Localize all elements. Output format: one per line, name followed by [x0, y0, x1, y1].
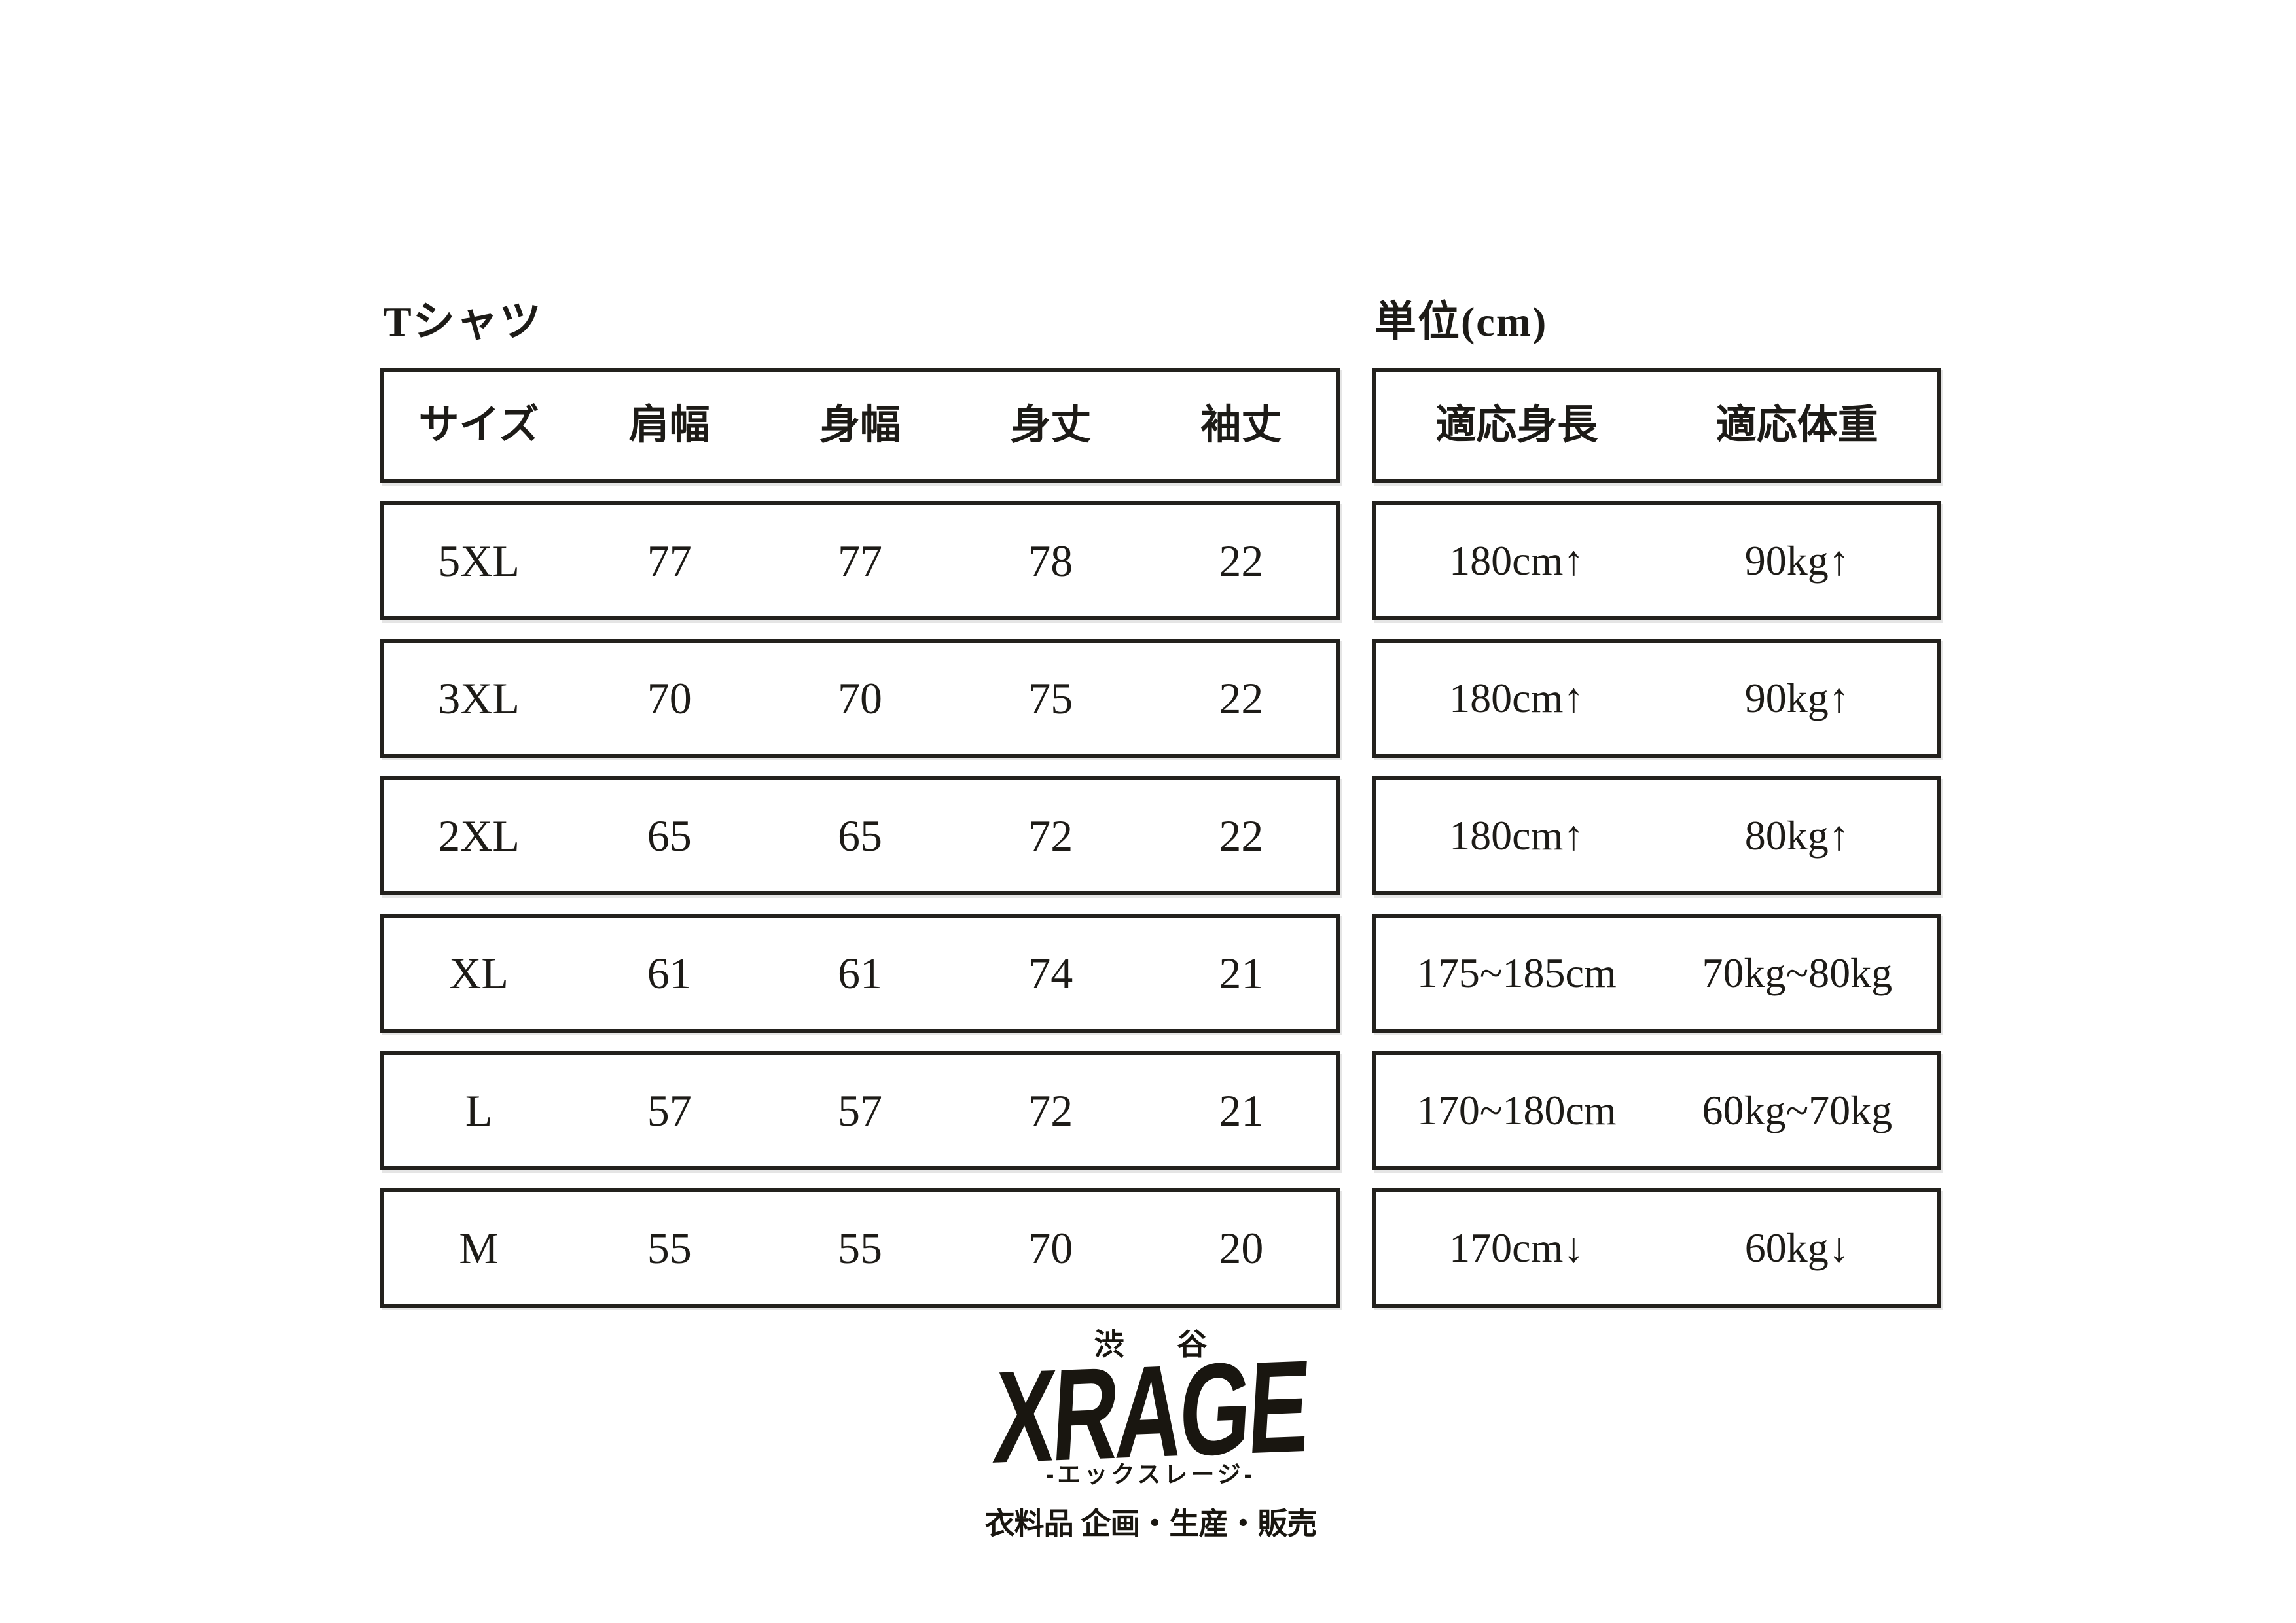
table-row: 3XL 70 70 75 22 — [380, 639, 1340, 758]
size-table-header-row: サイズ 肩幅 身幅 身丈 袖丈 — [380, 368, 1340, 483]
shoulder-value: 65 — [647, 811, 692, 861]
size-value: M — [459, 1223, 499, 1273]
fit-table: 適応身長 適応体重 180cm↑ 90kg↑ 180cm↑ 90kg↑ 180c… — [1372, 368, 1941, 1308]
sleeve-value: 20 — [1219, 1223, 1264, 1273]
width-value: 55 — [837, 1223, 882, 1273]
size-value: 2XL — [438, 811, 520, 861]
logo-location-text: 渋 谷 — [1094, 1327, 1230, 1361]
table-row: 170~180cm 60kg~70kg — [1372, 1051, 1941, 1170]
fit-weight-value: 80kg↑ — [1744, 812, 1850, 859]
size-table-header-width: 身幅 — [819, 403, 901, 448]
sleeve-value: 21 — [1219, 1086, 1264, 1135]
shoulder-value: 55 — [647, 1223, 692, 1273]
logo-katakana-reading: -エックスレージ- — [1046, 1461, 1255, 1488]
length-value: 72 — [1028, 1086, 1073, 1135]
shoulder-value: 61 — [647, 948, 692, 998]
sleeve-value: 22 — [1219, 811, 1264, 861]
width-value: 65 — [837, 811, 882, 861]
fit-weight-value: 60kg~70kg — [1702, 1087, 1893, 1133]
product-title: Tシャツ — [384, 298, 543, 345]
sleeve-value: 22 — [1219, 673, 1264, 723]
width-value: 70 — [837, 673, 882, 723]
width-value: 57 — [837, 1086, 882, 1135]
shoulder-value: 70 — [647, 673, 692, 723]
size-table-header-length: 身丈 — [1010, 403, 1092, 448]
table-row: 180cm↑ 90kg↑ — [1372, 639, 1941, 758]
table-row: 180cm↑ 90kg↑ — [1372, 501, 1941, 620]
size-value: XL — [449, 948, 509, 998]
table-row: L 57 57 72 21 — [380, 1051, 1340, 1170]
table-row: M 55 55 70 20 — [380, 1188, 1340, 1308]
length-value: 74 — [1028, 948, 1073, 998]
table-row: 5XL 77 77 78 22 — [380, 501, 1340, 620]
unit-label: 単位(cm) — [1374, 298, 1548, 345]
shoulder-value: 57 — [647, 1086, 692, 1135]
sleeve-value: 22 — [1219, 536, 1264, 586]
fit-height-value: 170cm↓ — [1449, 1224, 1585, 1271]
fit-height-value: 180cm↑ — [1449, 812, 1585, 859]
fit-weight-value: 60kg↓ — [1744, 1224, 1850, 1271]
table-row: 180cm↑ 80kg↑ — [1372, 776, 1941, 895]
width-value: 61 — [837, 948, 882, 998]
size-table-header-size: サイズ — [418, 403, 539, 448]
sleeve-value: 21 — [1219, 948, 1264, 998]
fit-weight-value: 70kg~80kg — [1702, 950, 1893, 996]
size-table-header-sleeve: 袖丈 — [1200, 403, 1282, 448]
table-row: XL 61 61 74 21 — [380, 914, 1340, 1033]
table-row: 175~185cm 70kg~80kg — [1372, 914, 1941, 1033]
length-value: 75 — [1028, 673, 1073, 723]
length-value: 72 — [1028, 811, 1073, 861]
table-row: 170cm↓ 60kg↓ — [1372, 1188, 1941, 1308]
fit-height-value: 180cm↑ — [1449, 537, 1585, 584]
fit-table-header-height: 適応身長 — [1435, 403, 1598, 448]
size-value: 5XL — [438, 536, 520, 586]
size-value: 3XL — [438, 673, 520, 723]
shoulder-value: 77 — [647, 536, 692, 586]
fit-table-header-row: 適応身長 適応体重 — [1372, 368, 1941, 483]
fit-height-value: 170~180cm — [1416, 1087, 1617, 1133]
fit-table-header-weight: 適応体重 — [1715, 403, 1878, 448]
length-value: 78 — [1028, 536, 1073, 586]
fit-height-value: 175~185cm — [1416, 950, 1617, 996]
fit-height-value: 180cm↑ — [1449, 675, 1585, 721]
size-table: サイズ 肩幅 身幅 身丈 袖丈 5XL 77 77 78 22 3XL 70 7… — [380, 368, 1340, 1308]
width-value: 77 — [837, 536, 882, 586]
length-value: 70 — [1028, 1223, 1073, 1273]
fit-weight-value: 90kg↑ — [1744, 537, 1850, 584]
logo-tagline: 衣料品 企画・生産・販売 — [984, 1507, 1318, 1541]
size-table-header-shoulder: 肩幅 — [628, 403, 710, 448]
table-row: 2XL 65 65 72 22 — [380, 776, 1340, 895]
size-value: L — [465, 1086, 493, 1135]
fit-weight-value: 90kg↑ — [1744, 675, 1850, 721]
